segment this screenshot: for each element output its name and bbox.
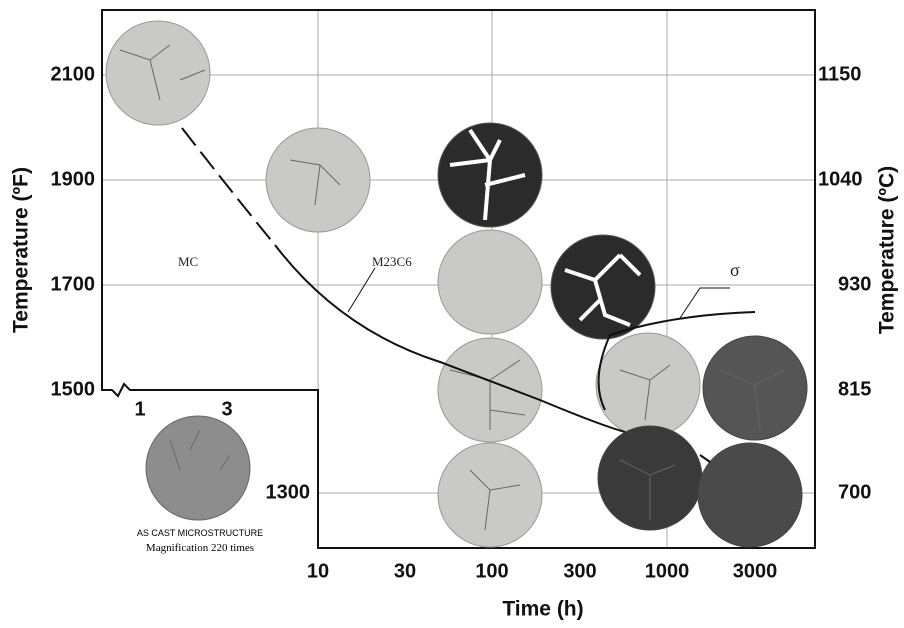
x-tick-label: 30 [394,560,416,582]
x-tick-label: 100 [475,560,508,582]
y-tick-label: 1500 [51,378,96,400]
y-tick-label: 1300 [266,481,311,503]
caption: AS CAST MICROSTRUCTURE [137,528,263,538]
y2-tick-label: 930 [838,273,871,295]
y-tick-label: 1900 [51,168,96,190]
figure: 2100 1900 1700 1500 1300 1150 1040 930 8… [0,0,904,628]
y2-tick-label: 1150 [818,63,861,85]
x-axis-label: Time (h) [502,598,583,621]
x-tick-label: 300 [563,560,596,582]
y2-axis-label: Temperature (ºC) [876,166,899,334]
region-label: MC [178,254,198,269]
y-axis-label: Temperature (ºF) [10,167,33,333]
region-label: σ [730,260,740,280]
inset-tick-label: 1 [134,398,145,420]
y2-tick-label: 1040 [818,168,863,190]
region-label: M23C6 [372,254,412,269]
y2-tick-label: 700 [838,481,871,503]
y-tick-label: 2100 [51,63,96,85]
micrographs [106,21,807,547]
y2-tick-label: 815 [838,378,871,400]
x-tick-label: 10 [307,560,329,582]
caption: Magnification 220 times [146,542,254,554]
x-tick-label: 3000 [733,560,778,582]
inset-tick-label: 3 [221,398,232,420]
y-tick-label: 1700 [51,273,96,295]
x-tick-label: 1000 [645,560,690,582]
